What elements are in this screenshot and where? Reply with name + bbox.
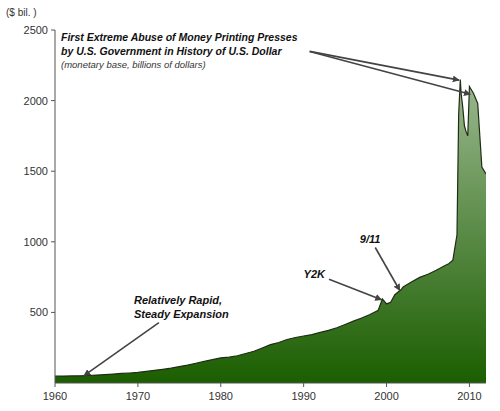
annotation-arrow [375, 248, 400, 291]
x-tick-label: 2010 [457, 390, 481, 402]
x-tick-label: 1970 [126, 390, 150, 402]
y-tick-label: 1000 [24, 236, 48, 248]
y-tick [51, 312, 55, 313]
text-line: Relatively Rapid, [134, 294, 222, 306]
x-tick [386, 383, 387, 387]
x-tick-label: 2000 [374, 390, 398, 402]
subtitle: (monetary base, billions of dollars) [61, 59, 206, 70]
text-line: by U.S. Government in History of U.S. Do… [61, 45, 282, 57]
x-tick [303, 383, 304, 387]
x-axis-line [55, 383, 486, 384]
x-tick [137, 383, 138, 387]
y-axis-line [55, 30, 56, 383]
y-tick [51, 171, 55, 172]
annotation-text: Relatively Rapid, Steady Expansion [134, 294, 229, 320]
x-tick [55, 383, 56, 387]
text-line: Y2K [304, 268, 326, 280]
chart: 500 1000 1500 2000 2500 1960 1970 1980 1990 2000 2… [0, 0, 500, 411]
y-tick-label: 500 [30, 306, 48, 318]
annotation-text: Y2K [304, 268, 326, 280]
annotation-arrow [310, 51, 471, 94]
y-tick [51, 100, 55, 101]
y-tick-label: 2500 [24, 24, 48, 36]
y-tick [51, 241, 55, 242]
x-tick [469, 383, 470, 387]
annotation-text: 9/11 [360, 233, 381, 245]
y-axis-label: ($ bil. ) [6, 7, 37, 18]
x-tick-label: 1990 [291, 390, 315, 402]
x-tick-label: 1980 [209, 390, 233, 402]
area-outline [55, 79, 486, 376]
annotation-arrow [329, 279, 382, 299]
text-line: First Extreme Abuse of Money Printing Pr… [61, 31, 298, 43]
y-tick-label: 2000 [24, 95, 48, 107]
annotation-arrow [84, 323, 159, 376]
title: First Extreme Abuse of Money Printing Pr… [61, 31, 298, 57]
y-tick [51, 30, 55, 31]
x-tick-label: 1960 [43, 390, 67, 402]
text-line: 9/11 [360, 233, 381, 245]
x-tick [220, 383, 221, 387]
area [55, 79, 486, 383]
plot-area [55, 79, 486, 383]
y-tick-label: 1500 [24, 165, 48, 177]
text-line: Steady Expansion [134, 308, 229, 320]
annotation-arrow [310, 51, 459, 80]
